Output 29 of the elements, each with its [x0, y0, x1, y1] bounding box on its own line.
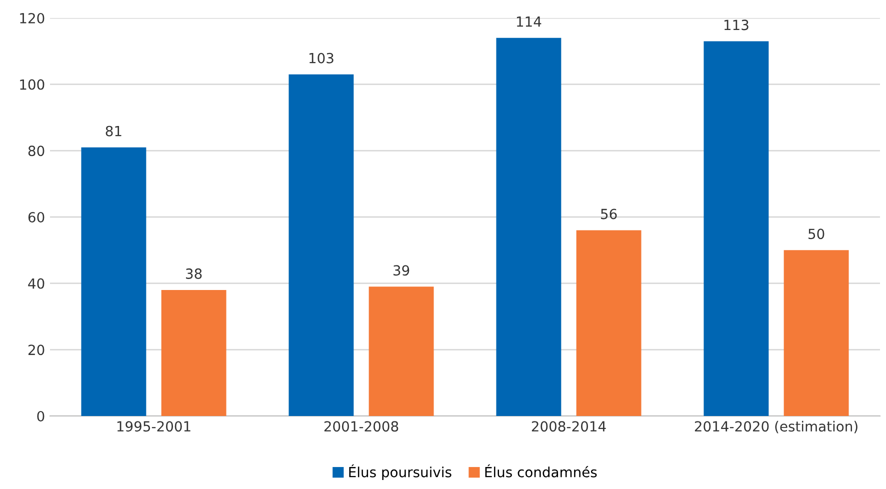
y-tick-label: 80 — [28, 146, 44, 156]
data-label: 81 — [106, 126, 122, 136]
data-label: 38 — [186, 268, 202, 279]
legend-label: Élus condamnés — [485, 464, 597, 478]
y-tick-label: 40 — [28, 278, 44, 289]
data-label: 114 — [516, 16, 542, 27]
bar — [81, 147, 146, 416]
bar — [288, 74, 354, 416]
bar — [161, 290, 226, 416]
y-tick-label: 100 — [20, 79, 44, 90]
x-tick-label: 1995-2001 — [117, 421, 190, 432]
y-tick-label: 60 — [28, 212, 44, 222]
data-label: 56 — [601, 208, 617, 220]
data-label: 39 — [394, 265, 410, 276]
data-label: 50 — [808, 228, 824, 240]
data-label: 113 — [724, 20, 748, 30]
bar — [496, 38, 562, 416]
bar — [576, 230, 642, 416]
bar — [704, 41, 769, 416]
y-tick-label: 20 — [28, 344, 44, 356]
x-tick-label: 2001-2008 — [324, 421, 398, 432]
data-label: 103 — [309, 52, 334, 64]
y-tick-label: 120 — [20, 12, 44, 24]
bar — [784, 250, 849, 416]
x-tick-label: 2008-2014 — [532, 421, 606, 432]
x-tick-label: 2014-2020 (estimation) — [694, 420, 858, 434]
legend-label: Élus poursuivis — [349, 464, 452, 480]
bar — [368, 286, 434, 416]
y-tick-label: 0 — [37, 410, 44, 422]
